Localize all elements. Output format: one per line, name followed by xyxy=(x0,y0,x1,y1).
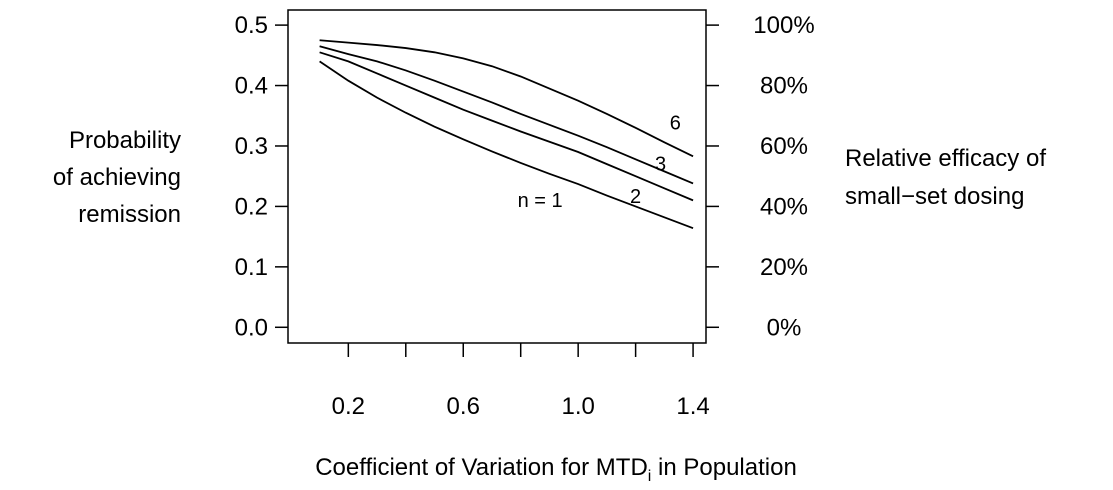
y2-tick-label: 40% xyxy=(760,193,808,220)
line-series xyxy=(319,45,694,185)
y-tick-label: 0.2 xyxy=(235,193,268,220)
line-series xyxy=(319,60,694,230)
series-label: n = 1 xyxy=(518,190,563,212)
y2-tick-label: 100% xyxy=(753,12,814,39)
y2-tick-label: 20% xyxy=(760,254,808,281)
plot-frame xyxy=(287,9,707,344)
x-tick-label: 1.0 xyxy=(561,393,594,420)
y2-axis-title: small−set dosing xyxy=(845,183,1024,210)
y-tick-label: 0.5 xyxy=(235,12,268,39)
y-tick-label: 0.4 xyxy=(235,73,268,100)
x-tick-label: 0.2 xyxy=(332,393,365,420)
y2-axis-title: Relative efficacy of xyxy=(845,145,1046,172)
series-label: 3 xyxy=(655,153,666,175)
y2-tick-label: 0% xyxy=(767,314,802,341)
x-title-main: Coefficient of Variation for MTD xyxy=(315,454,648,481)
y2-tick-label: 80% xyxy=(760,73,808,100)
x-tick-label: 1.4 xyxy=(676,393,709,420)
line-series xyxy=(319,51,694,202)
y-tick-label: 0.3 xyxy=(235,133,268,160)
series-label: 2 xyxy=(630,186,641,208)
y-tick-label: 0.1 xyxy=(235,254,268,281)
y-tick-label: 0.0 xyxy=(235,314,268,341)
x-title-after: in Population xyxy=(651,454,796,481)
x-axis-title: Coefficient of Variation for MTDi in Pop… xyxy=(315,454,797,485)
x-tick-label: 0.6 xyxy=(447,393,480,420)
series-label: 6 xyxy=(670,112,681,134)
y-axis-title: remission xyxy=(78,201,181,228)
y-axis-title: of achieving xyxy=(53,164,181,191)
y2-tick-label: 60% xyxy=(760,133,808,160)
line-series xyxy=(319,39,694,158)
x-title-sub: i xyxy=(648,468,652,485)
y-axis-title: Probability xyxy=(69,127,181,154)
